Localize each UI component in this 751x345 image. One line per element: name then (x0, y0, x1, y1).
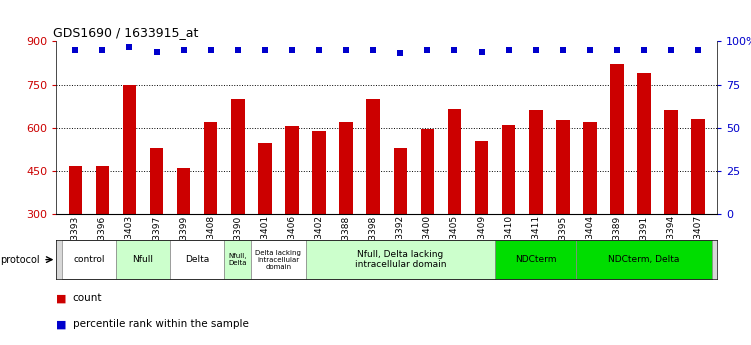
Point (448, 47, 460, 53)
Bar (231, 99, 245, 214)
Point (286, 47, 298, 53)
Point (421, 47, 433, 53)
Bar (306, 240, 495, 279)
Bar (692, 119, 705, 214)
Text: NDCterm: NDCterm (515, 255, 556, 264)
Point (367, 47, 379, 53)
Bar (366, 99, 380, 214)
Point (556, 47, 569, 53)
Point (665, 47, 677, 53)
Bar (611, 65, 624, 214)
Bar (62, 240, 116, 279)
Point (584, 47, 596, 53)
Bar (556, 120, 569, 214)
Text: protocol: protocol (0, 255, 40, 265)
Bar (176, 168, 191, 214)
Text: percentile rank within the sample: percentile rank within the sample (73, 319, 249, 329)
Bar (225, 240, 252, 279)
Text: GDS1690 / 1633915_at: GDS1690 / 1633915_at (53, 26, 198, 39)
Bar (252, 240, 306, 279)
Point (232, 47, 244, 53)
Point (475, 49, 487, 55)
Bar (258, 144, 272, 214)
Bar (576, 240, 712, 279)
Text: Delta: Delta (185, 255, 210, 264)
Point (69, 47, 81, 53)
Point (259, 47, 271, 53)
Bar (502, 125, 515, 214)
Text: Nfull: Nfull (132, 255, 153, 264)
Point (529, 47, 541, 53)
Point (313, 47, 325, 53)
Text: Nfull,
Delta: Nfull, Delta (228, 253, 247, 266)
Text: Nfull, Delta lacking
intracellular domain: Nfull, Delta lacking intracellular domai… (354, 250, 446, 269)
Bar (583, 122, 597, 214)
Bar (638, 73, 651, 214)
Text: ■: ■ (56, 294, 67, 303)
Point (178, 47, 190, 53)
Text: control: control (73, 255, 104, 264)
Bar (495, 240, 576, 279)
Point (611, 47, 623, 53)
Bar (421, 129, 434, 214)
Point (638, 47, 650, 53)
Bar (529, 110, 542, 214)
Point (150, 49, 162, 55)
Text: Delta lacking
intracellular
domain: Delta lacking intracellular domain (255, 250, 301, 269)
Bar (122, 85, 136, 214)
Bar (116, 240, 170, 279)
Bar (312, 130, 326, 214)
Point (394, 51, 406, 56)
Bar (448, 109, 461, 214)
Bar (394, 148, 407, 214)
Bar (149, 148, 163, 214)
Bar (68, 166, 82, 214)
Bar (339, 122, 353, 214)
Point (340, 47, 352, 53)
Point (502, 47, 514, 53)
Point (123, 44, 135, 49)
Text: NDCterm, Delta: NDCterm, Delta (608, 255, 680, 264)
Bar (665, 110, 678, 214)
Point (96, 47, 108, 53)
Bar (475, 140, 488, 214)
Point (692, 47, 704, 53)
Text: ■: ■ (56, 319, 67, 329)
Bar (204, 122, 218, 214)
Bar (170, 240, 225, 279)
Text: count: count (73, 294, 102, 303)
Bar (285, 126, 299, 214)
Bar (95, 166, 109, 214)
Point (205, 47, 217, 53)
